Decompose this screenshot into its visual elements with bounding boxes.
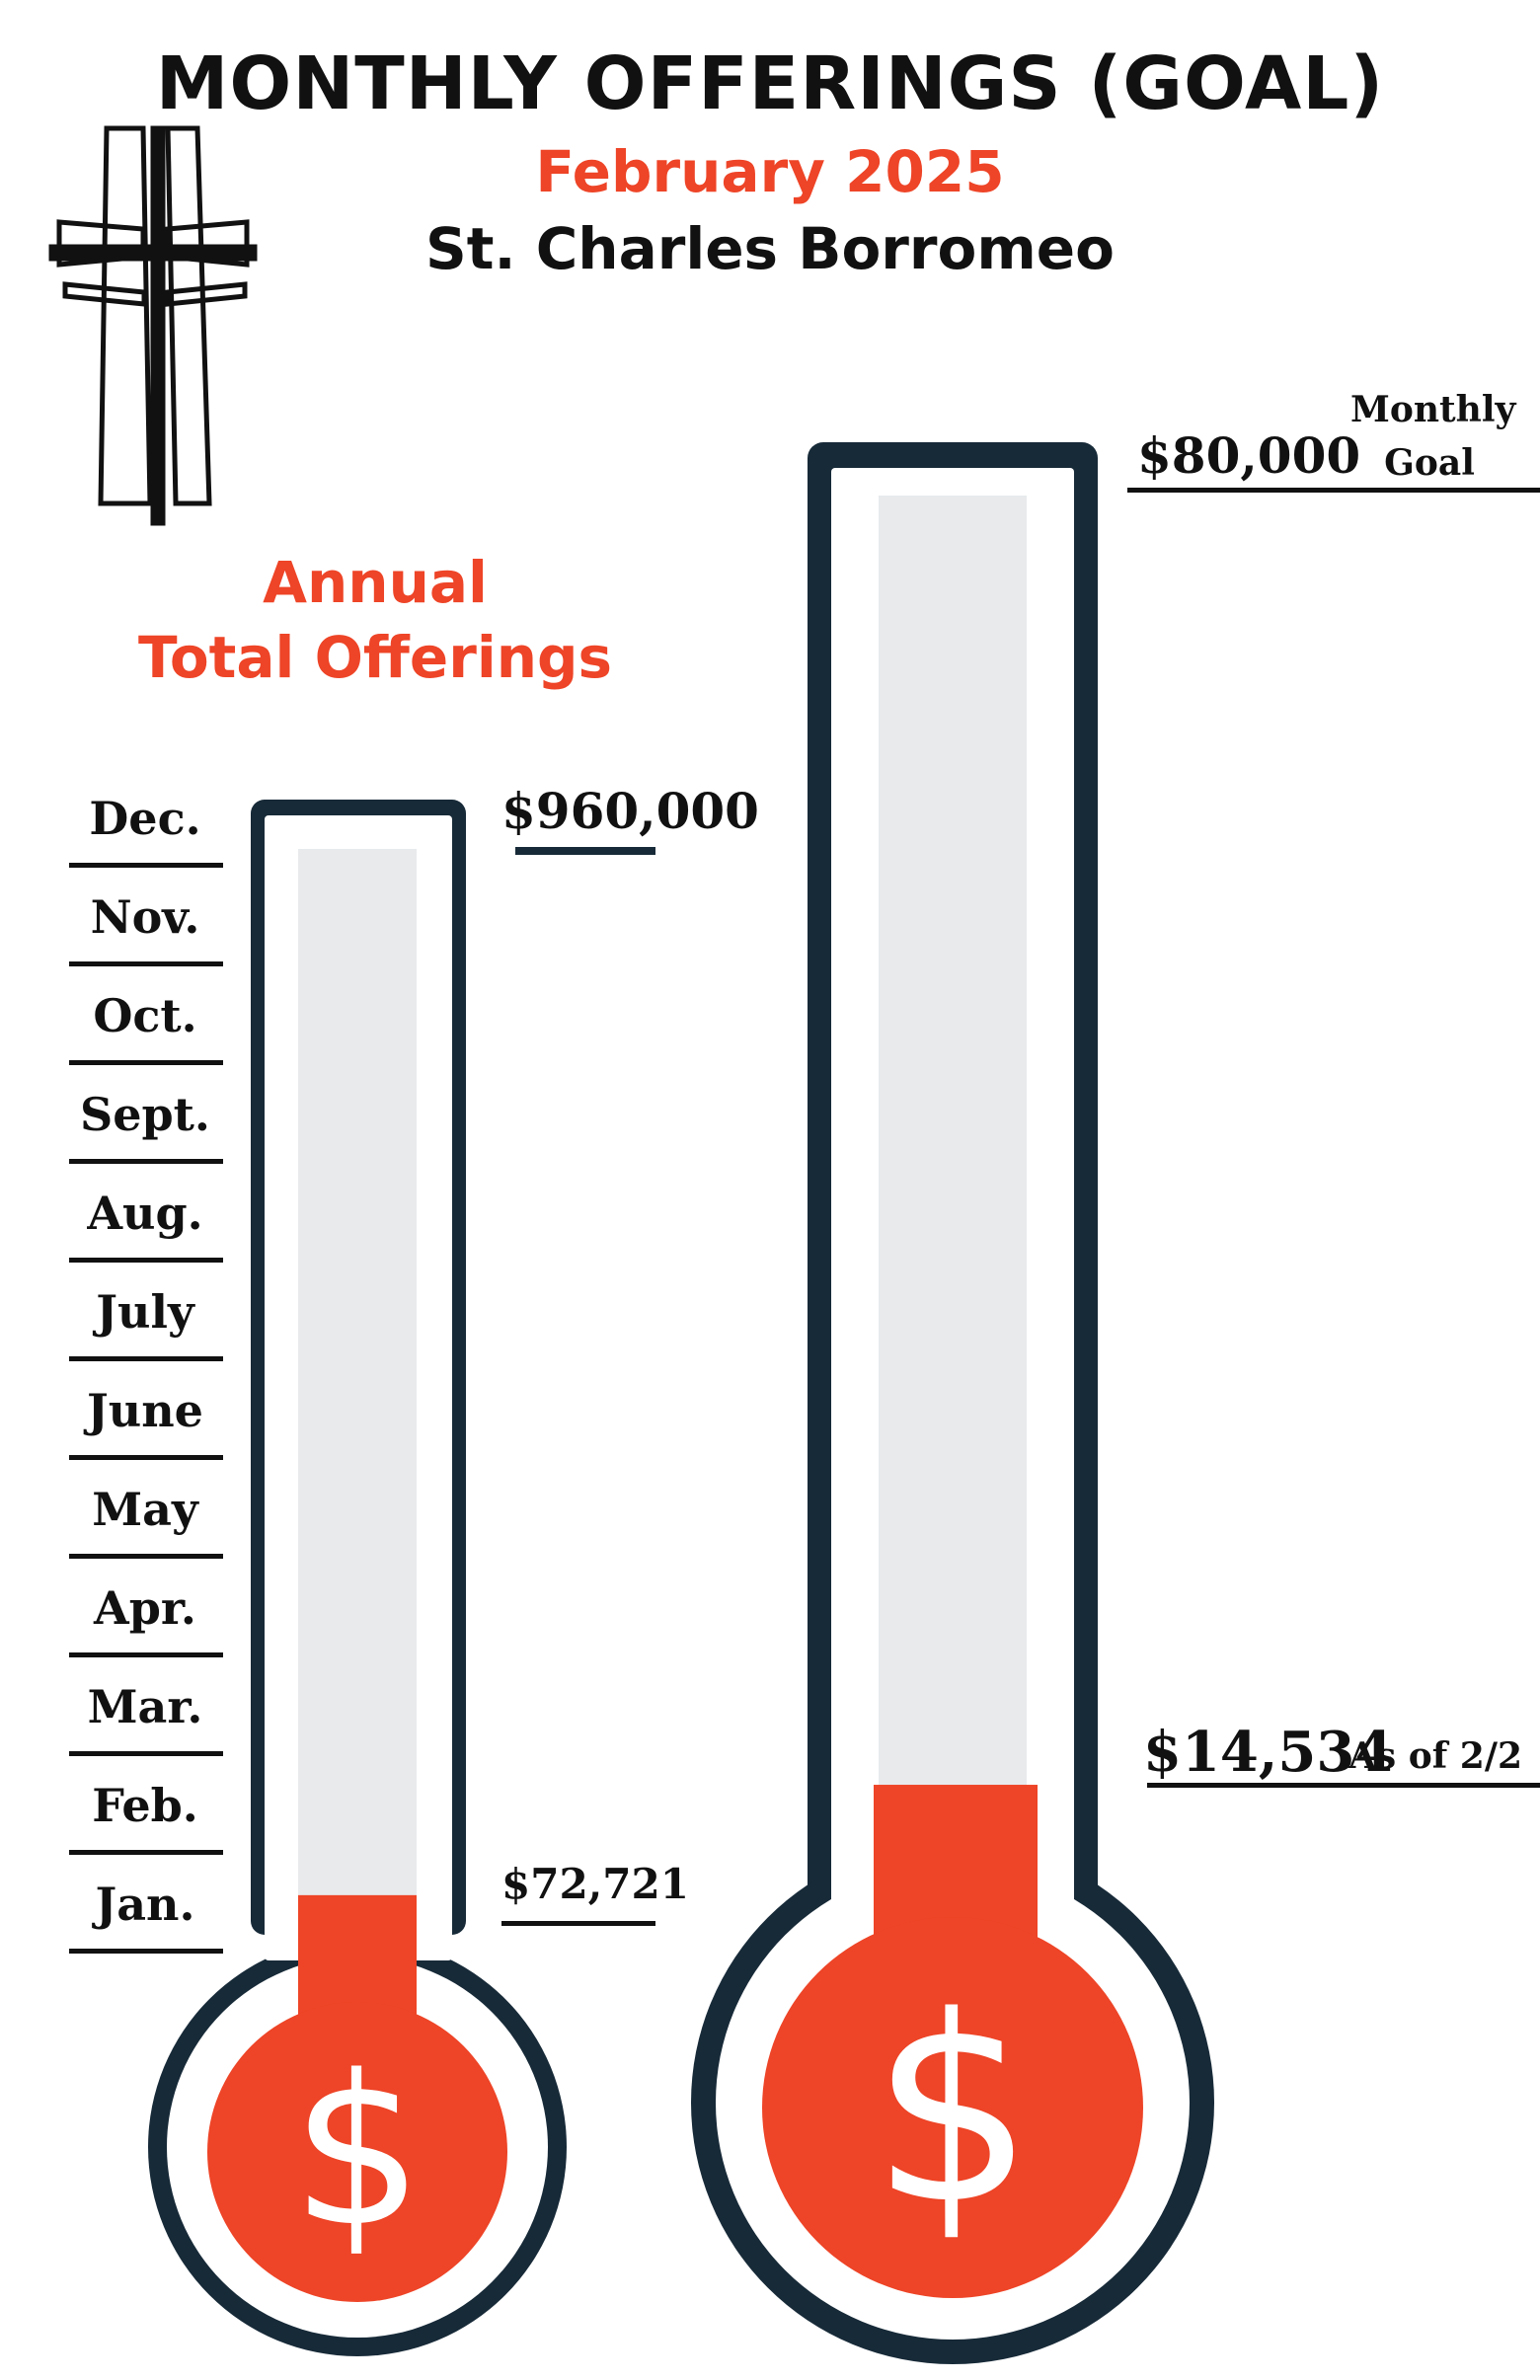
dollar-icon: $ (291, 2031, 424, 2272)
month-tick-label: Oct. (93, 989, 197, 1042)
monthly-current-label: $14,534 (1143, 1720, 1394, 1785)
monthly-bulb (762, 1917, 1143, 2298)
month-tick-line (69, 1455, 223, 1460)
annual-goal-underline (515, 847, 655, 855)
month-tick-label: July (96, 1285, 194, 1339)
month-tick-label: Dec. (89, 792, 201, 845)
month-tick-label: Mar. (87, 1680, 203, 1733)
month-tick-line (69, 1751, 223, 1756)
annual-current-label: $72,721 (501, 1860, 689, 1908)
month-tick-label: May (92, 1483, 198, 1536)
month-tick-label: Nov. (90, 890, 200, 944)
month-tick-line (69, 961, 223, 966)
month-tick-line (69, 1554, 223, 1559)
monthly-goal-caption-line2: Goal (1384, 442, 1475, 484)
month-tick-label: Feb. (92, 1779, 198, 1832)
month-tick-label: Jan. (95, 1878, 195, 1931)
annual-title-line2: Total Offerings (137, 624, 613, 691)
monthly-goal-line (1127, 488, 1540, 493)
page-title: MONTHLY OFFERINGS (GOAL) (155, 41, 1385, 126)
annual-thermometer: $ (148, 800, 567, 2356)
annual-title-line1: Annual (263, 549, 488, 616)
month-tick-line (69, 1159, 223, 1164)
monthly-tube (879, 496, 1027, 1976)
dollar-icon: $ (871, 1962, 1034, 2261)
month-tick-label: Apr. (94, 1581, 196, 1635)
monthly-goal-caption: Monthly Goal (1350, 383, 1516, 490)
annual-current-underline (501, 1921, 655, 1926)
monthly-current-caption: As of 2/2 (1348, 1735, 1523, 1777)
month-tick-line (69, 1356, 223, 1361)
month-tick-line (69, 1060, 223, 1065)
month-tick-line (69, 1949, 223, 1954)
month-tick-line (69, 1258, 223, 1263)
parish-name: St. Charles Borromeo (425, 215, 1115, 282)
month-tick-line (69, 1850, 223, 1855)
annual-title: Annual Total Offerings (99, 545, 652, 695)
annual-bulb (207, 2002, 507, 2302)
monthly-goal-caption-line1: Monthly (1350, 389, 1516, 430)
month-tick-label: Aug. (87, 1187, 203, 1240)
monthly-current-line (1147, 1783, 1540, 1788)
month-tick-line (69, 863, 223, 868)
monthly-thermometer: $ (691, 442, 1214, 2364)
month-tick-label: Sept. (80, 1088, 210, 1141)
month-tick-label: June (87, 1384, 203, 1437)
annual-tube (298, 849, 417, 1974)
monthly-goal-label: $80,000 (1137, 426, 1361, 485)
month-tick-line (69, 1652, 223, 1657)
page-subtitle: February 2025 (535, 138, 1005, 205)
annual-goal-label: $960,000 (501, 782, 759, 840)
